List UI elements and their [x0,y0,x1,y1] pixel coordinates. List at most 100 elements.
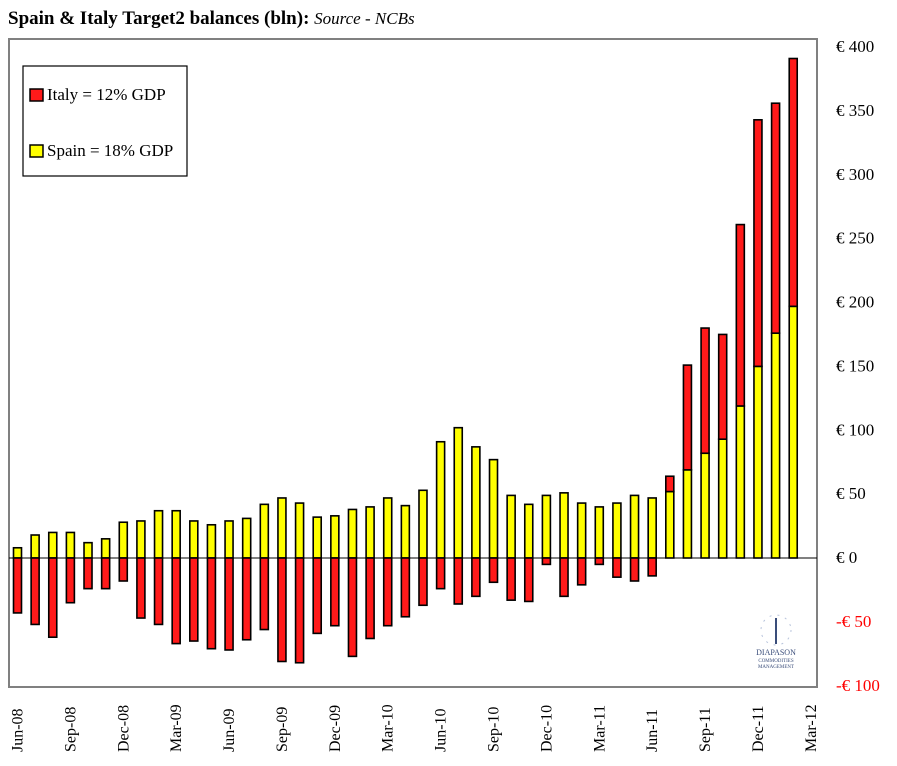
bar-spain [189,520,199,559]
bar-italy [700,327,710,455]
logo-line3: MANAGEMENT [758,665,794,670]
bar-italy [471,557,481,598]
y-tick-label: € 250 [836,229,874,248]
bar-italy [277,557,287,663]
bar-spain [753,365,763,559]
bar-spain [788,305,799,559]
plot-frame [8,38,818,688]
bar-spain [136,520,146,559]
bar-spain [294,502,305,559]
bar-italy [576,557,587,586]
bar-italy [717,333,728,440]
bar-italy [118,557,129,582]
bar-spain [12,546,23,559]
bar-spain [612,502,622,559]
x-tick-label: Sep-10 [486,707,503,752]
x-tick-label: Dec-10 [538,705,555,752]
bar-italy [788,57,799,308]
bar-spain [576,502,587,559]
bar-italy [418,557,428,607]
bar-spain [153,509,164,559]
y-tick-label: € 300 [836,165,874,184]
bar-italy [30,557,40,626]
bar-spain [30,534,40,559]
bar-italy [65,557,76,604]
bar-italy [647,557,657,577]
bar-italy [435,557,446,590]
bar-italy [100,557,111,590]
logo-circle-icon [760,614,792,646]
chart-title-source: Source - NCBs [314,9,415,28]
legend-box [22,65,188,177]
bar-spain [700,452,710,559]
bar-spain [277,497,287,559]
bar-spain [594,506,605,559]
bar-italy [559,557,569,598]
bar-italy [330,557,340,627]
bar-italy [541,557,552,566]
y-tick-label: -€ 50 [836,612,871,631]
bar-spain [559,492,569,559]
bar-spain [400,504,411,559]
logo: DIAPASON COMMODITIES MANAGEMENT [756,614,796,670]
bar-italy [136,557,146,619]
logo-line2: COMMODITIES [758,659,793,664]
logo-line1: DIAPASON [756,648,796,657]
bar-spain [541,494,552,559]
bar-italy [506,557,516,601]
bar-italy [770,102,781,334]
chart-title-main: Spain & Italy Target2 balances (bln): [8,8,310,29]
x-tick-label: Jun-11 [644,709,661,752]
bar-italy [206,557,217,650]
x-tick-label: Mar-09 [168,704,185,752]
bar-italy [294,557,305,664]
bar-spain [647,497,657,559]
bar-italy [612,557,622,578]
bar-italy [12,557,23,614]
x-tick-label: Sep-11 [697,707,714,752]
legend-swatch-italy [29,88,44,102]
bar-spain [665,490,675,559]
bar-italy [382,557,393,627]
bar-italy [241,557,252,641]
y-tick-label: € 0 [836,548,857,567]
legend-label-spain: Spain = 18% GDP [47,141,173,160]
bar-spain [100,538,111,559]
legend: Italy = 12% GDP Spain = 18% GDP [22,65,188,177]
bar-spain [118,521,129,559]
bar-spain [770,332,781,559]
bar-italy [665,475,675,493]
x-tick-label: Dec-09 [327,705,344,752]
x-tick-label: Dec-08 [115,705,132,752]
bar-spain [330,515,340,559]
bar-italy [753,119,763,368]
x-tick-label: Sep-09 [274,707,291,752]
bar-italy [400,557,411,618]
x-tick-label: Jun-08 [10,708,27,752]
x-tick-label: Dec-11 [750,706,767,753]
bar-spain [735,405,746,559]
bar-spain [83,541,93,559]
bar-spain [65,531,76,559]
x-axis: Jun-08 Sep-08 Dec-08 Mar-09 Jun-09 Sep-09 Dec-… [10,704,820,752]
bar-spain [629,494,640,559]
x-tick-label: Mar-12 [803,704,820,752]
y-tick-label: € 100 [836,420,874,439]
bar-spain [171,509,181,559]
bar-spain [506,494,516,559]
bar-italy [682,364,693,471]
bar-italy [735,223,746,407]
bar-spain [259,503,270,559]
x-tick-label: Jun-09 [221,708,238,752]
chart-title: Spain & Italy Target2 balances (bln): So… [8,8,415,30]
bar-italy [224,557,234,651]
y-axis: € 400 € 350 € 300 € 250 € 200 € 150 € 100 € 50 €… [836,37,880,695]
x-tick-label: Jun-10 [433,708,450,752]
x-tick-label: Mar-10 [380,704,397,752]
bar-italy [259,557,270,631]
bar-spain [435,440,446,559]
bar-italy [365,557,375,640]
bars-group [12,57,799,664]
bar-spain [365,506,375,559]
